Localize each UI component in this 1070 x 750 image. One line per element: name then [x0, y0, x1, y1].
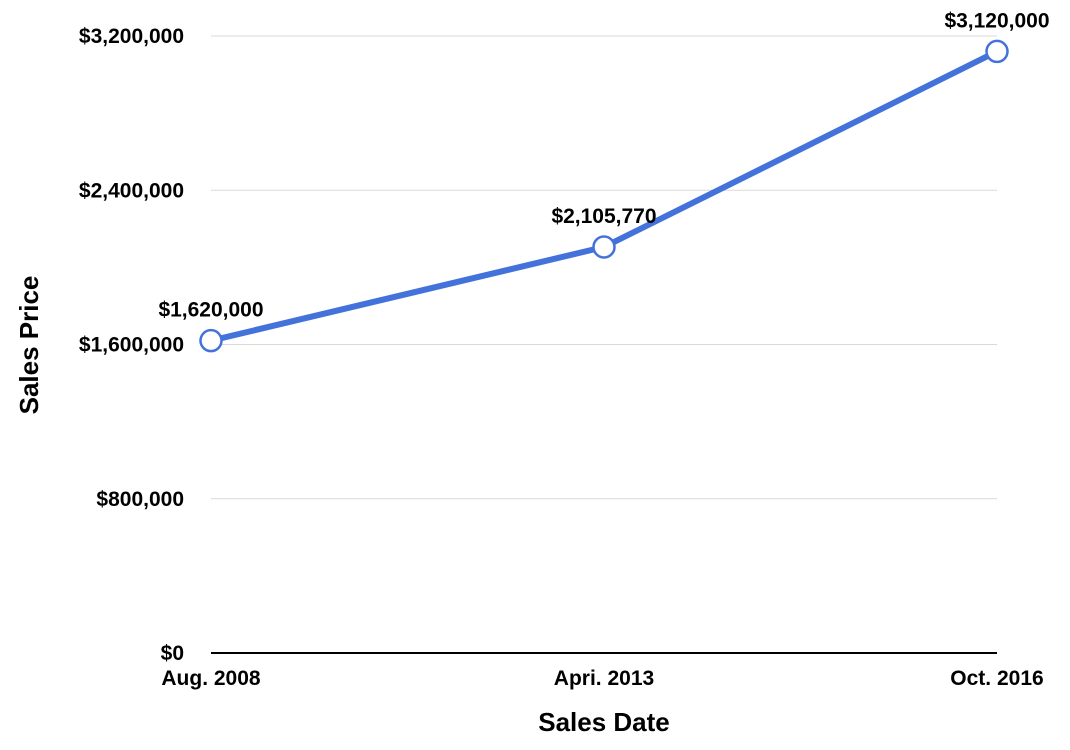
- data-label: $1,620,000: [158, 299, 263, 322]
- y-tick-label: $800,000: [96, 488, 184, 511]
- x-tick-label: Aug. 2008: [161, 667, 261, 690]
- y-tick-label: $1,600,000: [79, 334, 184, 357]
- data-labels: $1,620,000 $2,105,770 $3,120,000: [158, 9, 1049, 321]
- data-label: $2,105,770: [551, 205, 656, 228]
- y-tick-label: $0: [161, 642, 184, 665]
- x-axis-tick-labels: Aug. 2008 Apri. 2013 Oct. 2016: [161, 667, 1043, 690]
- y-tick-label: $2,400,000: [79, 179, 184, 202]
- grid-lines: [211, 35, 997, 654]
- x-axis-title: Sales Date: [538, 707, 670, 737]
- data-points: [199, 39, 1009, 353]
- y-axis-tick-labels: $0 $800,000 $1,600,000 $2,400,000 $3,200,000: [79, 25, 184, 665]
- series-line-layer: [208, 48, 1000, 344]
- data-point: [985, 39, 1009, 64]
- data-point: [592, 235, 616, 259]
- data-label: $3,120,000: [944, 9, 1049, 32]
- series-line: [208, 48, 1000, 344]
- x-tick-label: Apri. 2013: [554, 667, 654, 690]
- y-tick-label: $3,200,000: [79, 25, 184, 48]
- x-tick-label: Oct. 2016: [950, 667, 1043, 690]
- data-point: [199, 328, 223, 353]
- y-axis-title: Sales Price: [14, 276, 44, 415]
